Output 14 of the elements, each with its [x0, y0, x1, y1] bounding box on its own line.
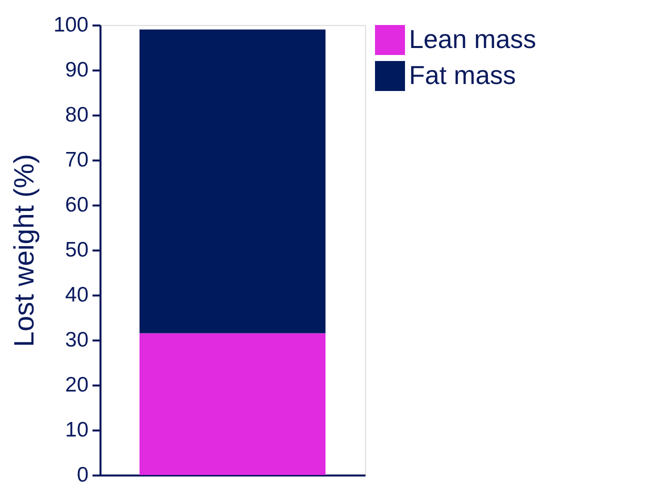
y-tick-label: 40 [65, 284, 88, 306]
legend-label: Lean mass [409, 24, 536, 54]
y-tick-label: 20 [65, 374, 88, 396]
y-tick-label: 10 [65, 418, 88, 442]
y-tick-label: 30 [65, 328, 88, 352]
y-axis-title: Lost weight (%) [8, 154, 40, 347]
y-tick-label: 50 [65, 238, 88, 262]
y-tick-label: 100 [53, 14, 88, 36]
legend-label: Fat mass [409, 60, 516, 90]
y-tick-label: 0 [76, 464, 88, 482]
y-tick-label: 60 [65, 194, 88, 216]
y-tick-label: 70 [65, 148, 88, 172]
y-tick-label: 90 [65, 58, 88, 82]
y-tick-label: 80 [65, 104, 88, 126]
